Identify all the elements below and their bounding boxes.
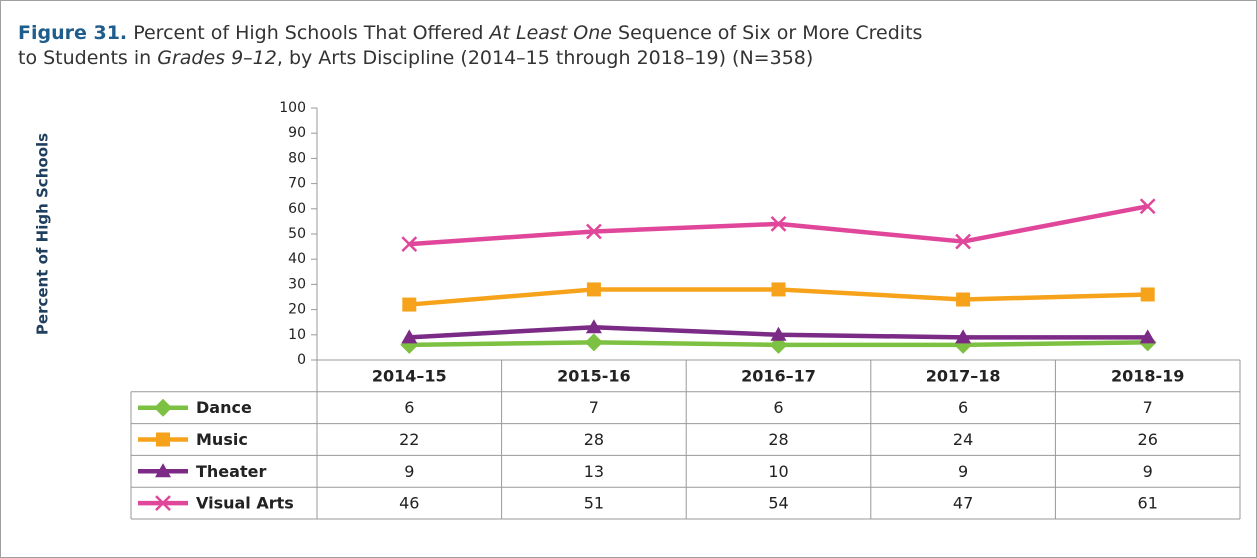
table-cell: 7 — [589, 398, 599, 417]
title-text: to Students in — [18, 47, 158, 69]
marker — [955, 329, 972, 344]
y-axis-label: Percent of High Schools — [34, 133, 52, 335]
table-cell: 9 — [1143, 462, 1153, 481]
table-cell: 61 — [1138, 494, 1158, 513]
y-tick-label: 80 — [288, 150, 306, 166]
y-tick-label: 30 — [288, 276, 306, 292]
marker — [154, 398, 172, 417]
y-tick-label: 50 — [288, 226, 306, 242]
marker — [770, 326, 787, 341]
table-cell: 28 — [584, 430, 604, 449]
marker — [1139, 329, 1156, 344]
table-cell: 26 — [1138, 430, 1158, 449]
table-cell: 22 — [399, 430, 419, 449]
x-tick-label: 2014–15 — [372, 366, 447, 385]
marker — [1139, 198, 1156, 215]
marker — [585, 319, 602, 334]
marker — [156, 432, 170, 447]
table-cell: 6 — [404, 398, 414, 417]
marker — [402, 297, 417, 312]
table-cell: 46 — [399, 494, 419, 513]
marker — [155, 463, 171, 478]
table-cell: 13 — [584, 462, 604, 481]
legend-label: Visual Arts — [196, 494, 294, 513]
marker — [401, 329, 418, 344]
y-tick-label: 20 — [288, 302, 306, 318]
marker — [155, 495, 171, 511]
marker — [586, 223, 602, 240]
table-cell: 24 — [953, 430, 973, 449]
y-tick-label: 100 — [279, 100, 306, 116]
y-tick-label: 90 — [288, 125, 306, 141]
marker — [771, 282, 786, 297]
marker — [584, 333, 603, 352]
y-tick-label: 10 — [288, 327, 306, 343]
x-tick-label: 2016–17 — [741, 366, 816, 385]
y-tick-label: 0 — [297, 352, 306, 368]
marker — [955, 233, 971, 250]
table-cell: 47 — [953, 494, 973, 513]
table-cell: 28 — [768, 430, 788, 449]
title-text: Sequence of Six or More Credits — [612, 22, 923, 44]
table-cell: 9 — [404, 462, 414, 481]
marker — [401, 236, 418, 252]
legend-label: Dance — [196, 398, 252, 417]
table-cell: 6 — [958, 398, 968, 417]
title-text: At Least One — [489, 22, 612, 44]
x-tick-label: 2017–18 — [926, 366, 1001, 385]
y-tick-label: 70 — [288, 176, 306, 192]
chart-title: Figure 31. Percent of High Schools That … — [18, 21, 1218, 71]
title-text: , by Arts Discipline (2014–15 through 20… — [276, 47, 814, 69]
y-tick-label: 60 — [288, 201, 306, 217]
marker — [1140, 287, 1155, 302]
table-cell: 7 — [1143, 398, 1153, 417]
marker — [770, 216, 787, 232]
table-cell: 10 — [768, 462, 788, 481]
table-cell: 9 — [958, 462, 968, 481]
table-cell: 51 — [584, 494, 604, 513]
table-cell: 6 — [773, 398, 783, 417]
figure-label: Figure 31. — [18, 22, 128, 44]
title-text: Percent of High Schools That Offered — [133, 22, 490, 44]
marker — [586, 282, 601, 297]
y-tick-label: 40 — [288, 251, 306, 267]
legend-label: Theater — [196, 462, 266, 481]
x-tick-label: 2015-16 — [557, 366, 630, 385]
legend-label: Music — [196, 430, 248, 449]
table-cell: 54 — [768, 494, 788, 513]
marker — [956, 292, 971, 307]
title-text: Grades 9–12 — [157, 47, 277, 69]
x-tick-label: 2018-19 — [1111, 366, 1184, 385]
